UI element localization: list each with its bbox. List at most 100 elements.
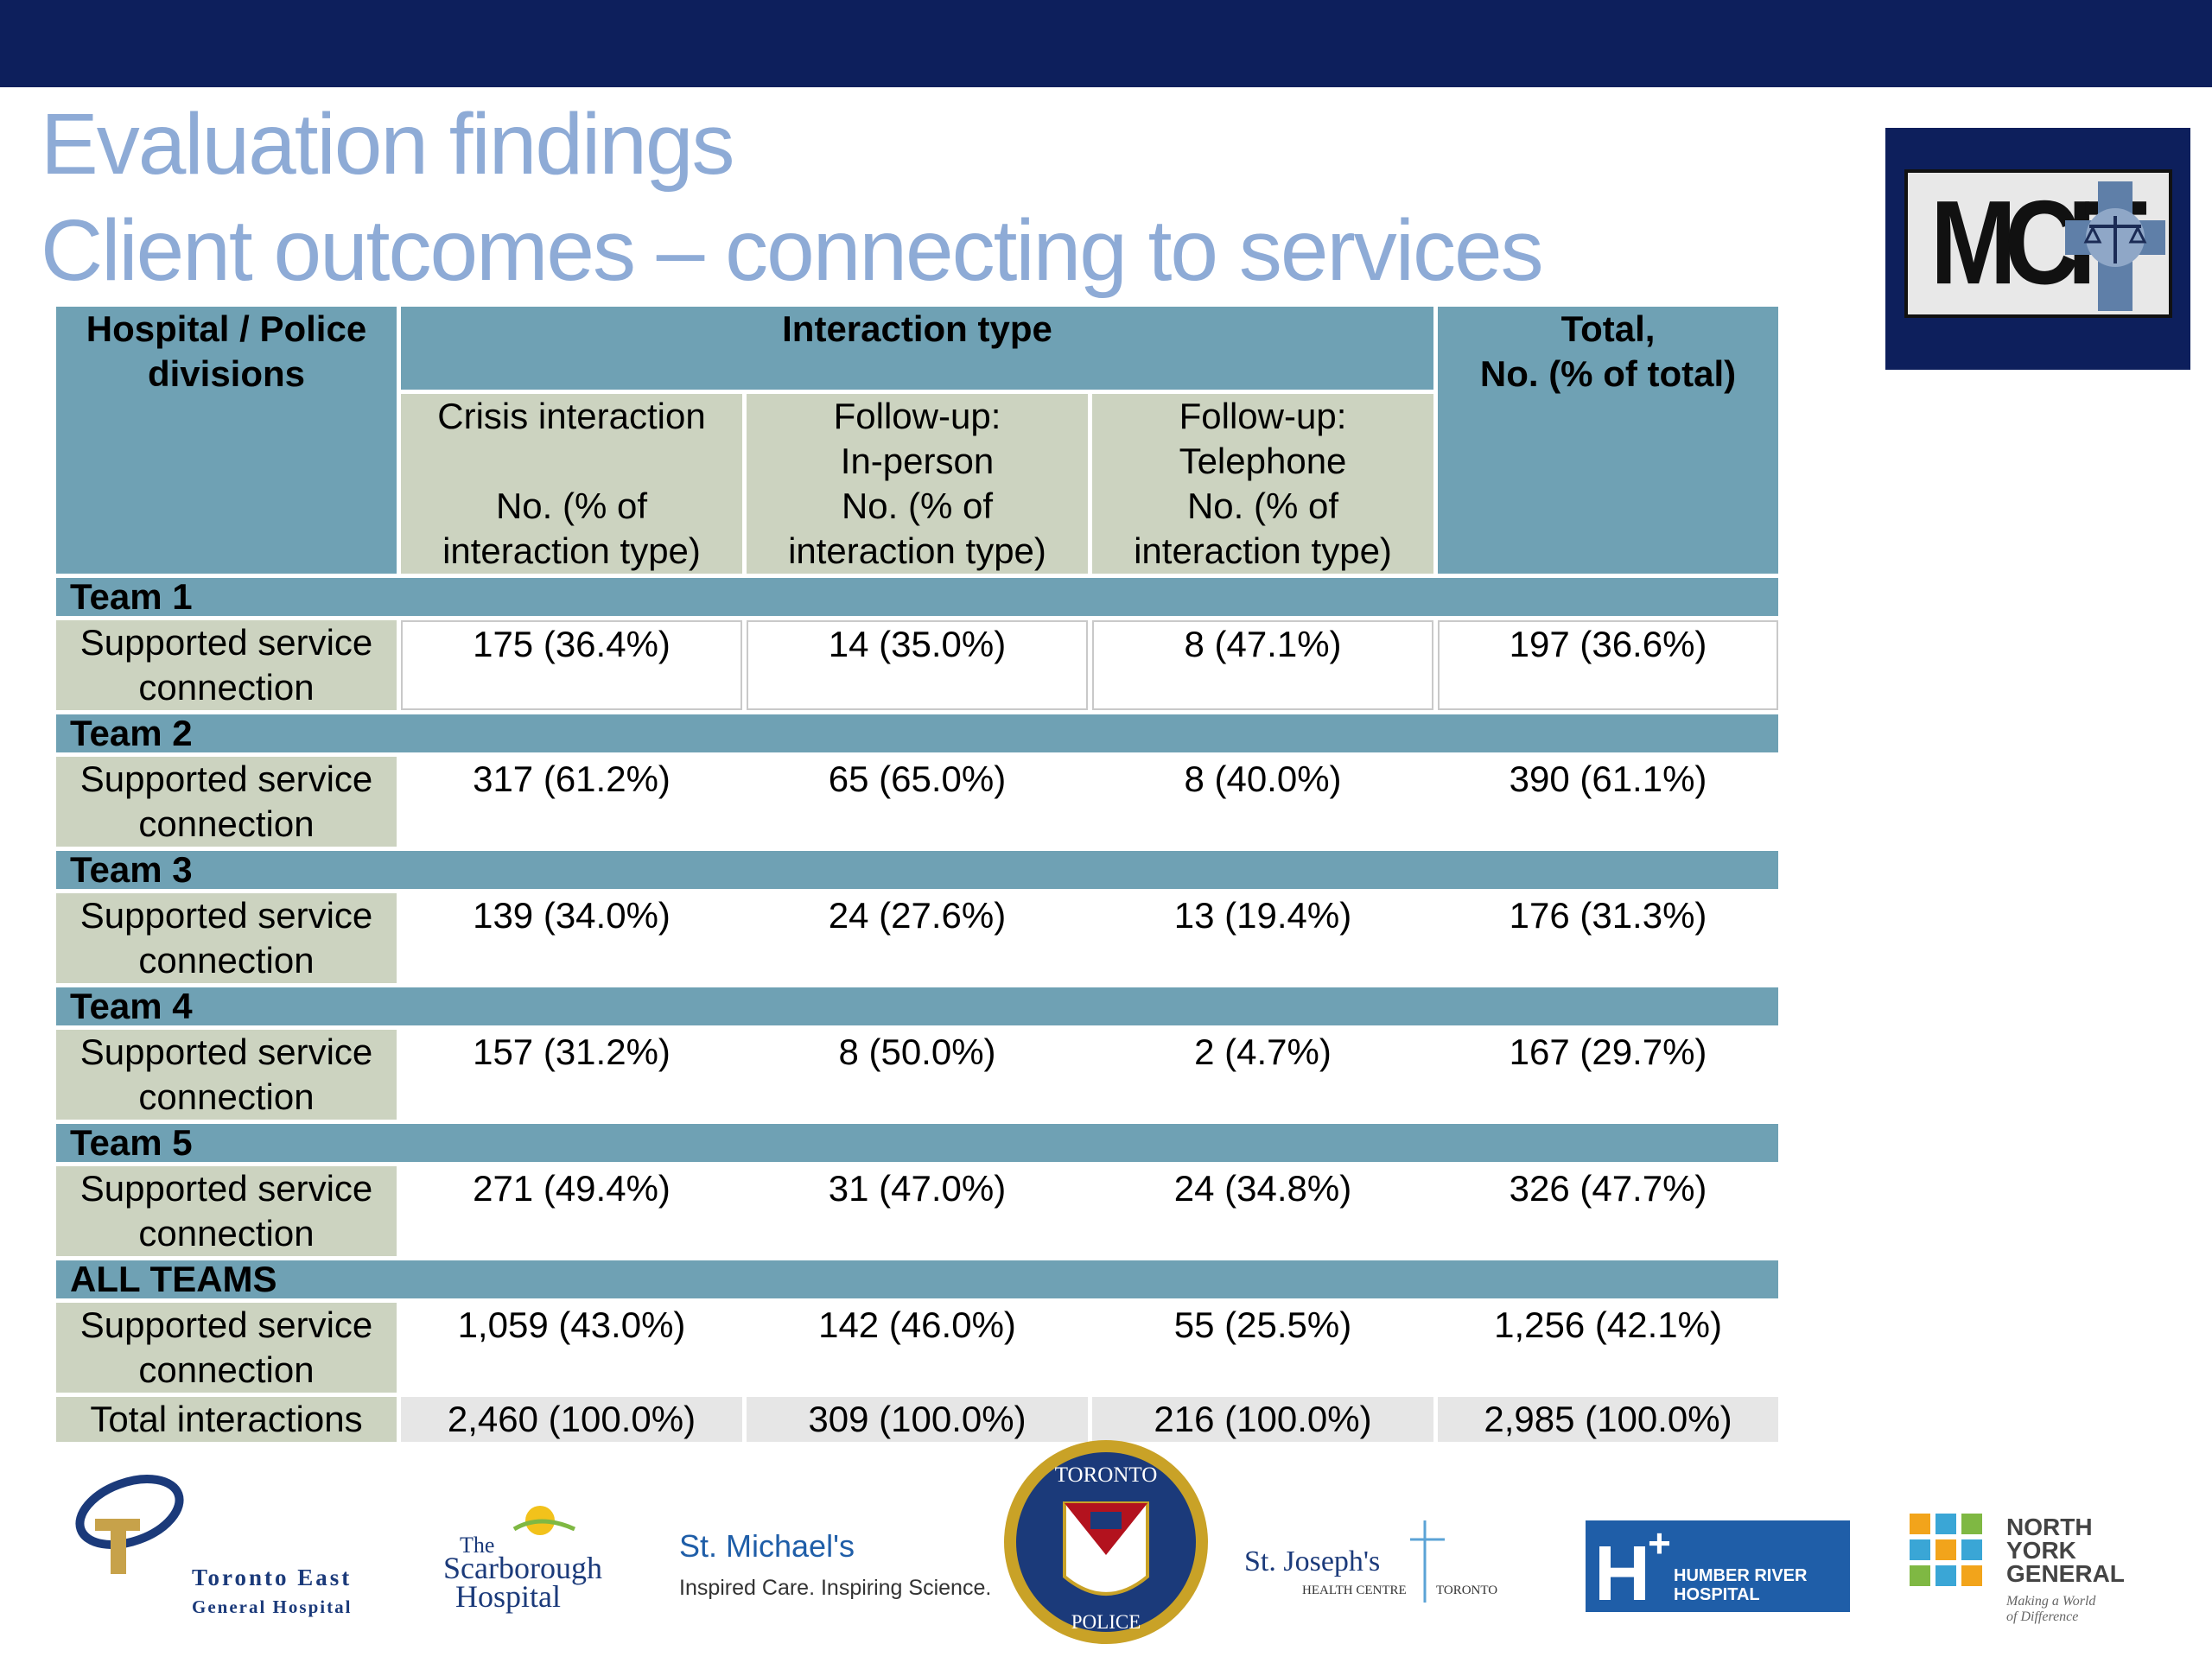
cell-crisis: 1,059 (43.0%) <box>401 1303 742 1393</box>
cell-inperson: 8 (50.0%) <box>747 1030 1088 1120</box>
team-row: Team 4 <box>56 987 1779 1025</box>
north-york-general-logo: NORTH YORK GENERAL Making a World of Dif… <box>1910 1514 2125 1624</box>
nyg-tagline2: of Difference <box>2006 1609 2078 1624</box>
subheader-followup-telephone: Follow-up: Telephone No. (% of interacti… <box>1092 394 1434 574</box>
humber-name-line1: HUMBER RIVER <box>1674 1566 1808 1585</box>
cell-telephone: 8 (47.1%) <box>1092 620 1434 710</box>
team-label: Team 4 <box>56 987 1779 1025</box>
total-cell-inperson: 309 (100.0%) <box>747 1397 1088 1442</box>
scarborough-hospital: Hospital <box>455 1579 561 1614</box>
toronto-east-logo: Toronto East General Hospital <box>75 1475 352 1617</box>
total-row-label: Total interactions <box>56 1397 397 1442</box>
team-label: Team 2 <box>56 714 1779 752</box>
cell-inperson: 31 (47.0%) <box>747 1166 1088 1256</box>
st-josephs-logo: St. Joseph's HEALTH CENTRE TORONTO <box>1244 1520 1497 1603</box>
header-row: Hospital / Police divisions Interaction … <box>56 307 1779 574</box>
st-michaels-tagline: Inspired Care. Inspiring Science. <box>679 1576 991 1600</box>
police-badge-bottom-text: POLICE <box>1071 1611 1141 1633</box>
humber-h-letter: H <box>1594 1531 1650 1617</box>
toronto-east-subname: General Hospital <box>192 1596 352 1617</box>
cell-telephone: 8 (40.0%) <box>1092 757 1434 847</box>
scarborough-name: Scarborough <box>443 1551 602 1585</box>
mcit-logo-panel: MCIT <box>1904 169 2172 318</box>
subheader-row: Crisis interaction No. (% of interaction… <box>56 394 1778 574</box>
toronto-east-name: Toronto East <box>192 1565 352 1590</box>
subheader-line: interaction type) <box>788 530 1046 571</box>
cell-telephone: 24 (34.8%) <box>1092 1166 1434 1256</box>
st-michaels-logo: St. Michael's Inspired Care. Inspiring S… <box>679 1528 991 1600</box>
cell-telephone: 13 (19.4%) <box>1092 893 1434 983</box>
partner-logos: Toronto East General Hospital The Scarbo… <box>75 1440 2125 1644</box>
service-connection-table: Hospital / Police divisions Interaction … <box>52 302 1783 1446</box>
column-header-total: Total, No. (% of total) <box>1438 307 1779 574</box>
table-row: Supported service connection 175 (36.4%)… <box>56 620 1779 710</box>
mcit-logo: MCIT <box>1885 128 2190 370</box>
row-label: Supported service connection <box>56 1030 397 1120</box>
row-label: Supported service connection <box>56 620 397 710</box>
cell-inperson: 24 (27.6%) <box>747 893 1088 983</box>
scarborough-logo: The Scarborough Hospital <box>443 1506 602 1614</box>
cell-total: 176 (31.3%) <box>1438 893 1779 983</box>
humber-name-line2: HOSPITAL <box>1674 1585 1760 1604</box>
team-row: Team 5 <box>56 1124 1779 1162</box>
subheader-followup-inperson: Follow-up: In-person No. (% of interacti… <box>747 394 1088 574</box>
subheader-line: interaction type) <box>1134 530 1392 571</box>
row-label: Supported service connection <box>56 893 397 983</box>
total-header-line1: Total, <box>1560 308 1656 349</box>
team-row: Team 2 <box>56 714 1779 752</box>
page-subtitle: Client outcomes – connecting to services <box>41 202 1544 299</box>
scarborough-the: The <box>460 1533 494 1558</box>
top-banner <box>0 0 2212 87</box>
team-row: Team 1 <box>56 578 1779 616</box>
column-header-divisions: Hospital / Police divisions <box>56 307 397 574</box>
st-josephs-sub1: HEALTH CENTRE <box>1302 1584 1407 1597</box>
scales-of-justice-icon <box>2065 181 2165 311</box>
table-row: Supported service connection 317 (61.2%)… <box>56 757 1779 847</box>
cell-inperson: 142 (46.0%) <box>747 1303 1088 1393</box>
nyg-tagline1: Making a World <box>2005 1594 2096 1609</box>
subheader-line: No. (% of <box>1186 486 1339 526</box>
cell-total: 326 (47.7%) <box>1438 1166 1779 1256</box>
subheader-crisis: Crisis interaction No. (% of interaction… <box>401 394 742 574</box>
subheader-line: Follow-up: <box>1179 396 1347 436</box>
page-title: Evaluation findings <box>41 96 734 193</box>
st-michaels-name: St. Michael's <box>679 1528 855 1564</box>
row-label: Supported service connection <box>56 1303 397 1393</box>
team-label: Team 1 <box>56 578 1779 616</box>
toronto-police-badge: TORONTO POLICE <box>1004 1440 1208 1644</box>
team-label: Team 3 <box>56 851 1779 889</box>
subheader-line: In-person <box>840 441 995 481</box>
subheader-line: Follow-up: <box>833 396 1001 436</box>
total-header-line2: No. (% of total) <box>1479 353 1737 394</box>
cell-crisis: 175 (36.4%) <box>401 620 742 710</box>
table-row: Supported service connection 271 (49.4%)… <box>56 1166 1779 1256</box>
cell-crisis: 157 (31.2%) <box>401 1030 742 1120</box>
cell-total: 390 (61.1%) <box>1438 757 1779 847</box>
row-label: Supported service connection <box>56 1166 397 1256</box>
cell-crisis: 317 (61.2%) <box>401 757 742 847</box>
subheader-line: Telephone <box>1179 441 1347 481</box>
cell-crisis: 271 (49.4%) <box>401 1166 742 1256</box>
column-header-interaction-type: Interaction type <box>401 307 1434 390</box>
partner-logos-strip: Toronto East General Hospital The Scarbo… <box>0 1434 2212 1659</box>
total-row: Total interactions 2,460 (100.0%) 309 (1… <box>56 1397 1779 1442</box>
team-row: ALL TEAMS <box>56 1260 1779 1298</box>
cell-inperson: 14 (35.0%) <box>747 620 1088 710</box>
cell-crisis: 139 (34.0%) <box>401 893 742 983</box>
cell-telephone: 55 (25.5%) <box>1092 1303 1434 1393</box>
team-label: Team 5 <box>56 1124 1779 1162</box>
table-row: Supported service connection 157 (31.2%)… <box>56 1030 1779 1120</box>
subheader-line <box>401 439 742 484</box>
total-cell-telephone: 216 (100.0%) <box>1092 1397 1434 1442</box>
subheader-line: interaction type) <box>442 530 701 571</box>
humber-river-logo: H + HUMBER RIVER HOSPITAL <box>1586 1520 1850 1617</box>
total-cell-total: 2,985 (100.0%) <box>1438 1397 1779 1442</box>
nyg-line2: YORK <box>2006 1537 2076 1564</box>
cell-telephone: 2 (4.7%) <box>1092 1030 1434 1120</box>
st-josephs-sub2: TORONTO <box>1436 1584 1497 1597</box>
subheader-line: Crisis interaction <box>437 396 706 436</box>
cell-total: 167 (29.7%) <box>1438 1030 1779 1120</box>
team-row: Team 3 <box>56 851 1779 889</box>
cell-total: 1,256 (42.1%) <box>1438 1303 1779 1393</box>
st-josephs-name: St. Joseph's <box>1244 1546 1380 1577</box>
